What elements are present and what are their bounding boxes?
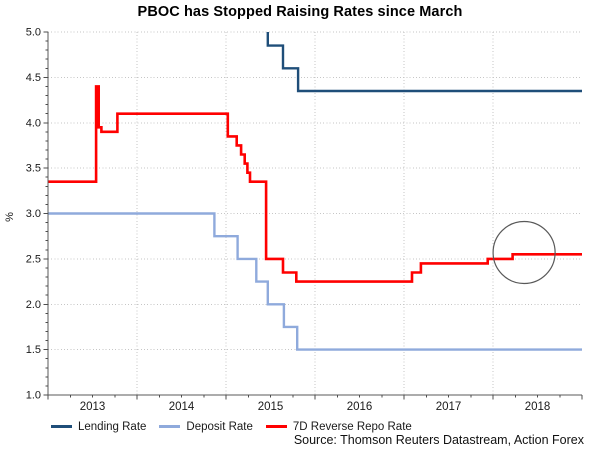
svg-text:1.0: 1.0 xyxy=(26,390,41,402)
y-axis-title: % xyxy=(4,212,16,222)
svg-text:2015: 2015 xyxy=(258,401,284,413)
legend-label: Deposit Rate xyxy=(186,420,253,433)
legend-label: Lending Rate xyxy=(78,420,147,433)
y-axis-tick-labels: 5.0 4.5 4.0 3.5 3.0 2.5 2.0 1.5 1.0 xyxy=(26,27,41,402)
legend-item-lending-rate: Lending Rate xyxy=(51,421,146,433)
x-axis-tick-labels: 2013 2014 2015 2016 2017 2018 xyxy=(80,401,551,413)
svg-text:2013: 2013 xyxy=(80,401,106,413)
svg-text:4.0: 4.0 xyxy=(26,117,41,129)
deposit-rate-line-swatch xyxy=(159,425,181,428)
svg-text:2017: 2017 xyxy=(436,401,462,413)
svg-text:4.5: 4.5 xyxy=(26,72,41,84)
svg-text:3.0: 3.0 xyxy=(26,208,41,220)
legend-item-7d-reverse-repo-rate: 7D Reverse Repo Rate xyxy=(265,420,412,433)
svg-text:5.0: 5.0 xyxy=(26,27,41,39)
svg-text:3.5: 3.5 xyxy=(26,163,41,175)
svg-text:2.5: 2.5 xyxy=(26,253,41,265)
chart-legend: Lending Rate Deposit Rate 7D Reverse Repo … xyxy=(51,420,412,433)
7d-reverse-repo-rate-line-swatch xyxy=(265,425,287,428)
svg-text:2014: 2014 xyxy=(169,401,195,413)
legend-item-deposit-rate: Deposit Rate xyxy=(159,420,253,433)
legend-label: 7D Reverse Repo Rate xyxy=(292,420,412,433)
axis-ticks xyxy=(43,31,583,400)
series-lending-rate-line xyxy=(266,32,582,93)
series-lines xyxy=(48,32,582,351)
annotation-circle xyxy=(492,220,556,285)
svg-text:2018: 2018 xyxy=(525,401,551,413)
series-deposit-rate-line xyxy=(48,212,582,351)
svg-text:2.0: 2.0 xyxy=(26,299,41,311)
source-note: Source: Thomson Reuters Datastream, Acti… xyxy=(293,433,584,447)
svg-text:1.5: 1.5 xyxy=(26,344,41,356)
series-7d-reverse-repo-rate-line xyxy=(48,85,582,283)
lending-rate-line-swatch xyxy=(51,425,72,428)
chart-title: PBOC has Stopped Raising Rates since Mar… xyxy=(137,4,463,20)
svg-text:2016: 2016 xyxy=(347,401,373,413)
